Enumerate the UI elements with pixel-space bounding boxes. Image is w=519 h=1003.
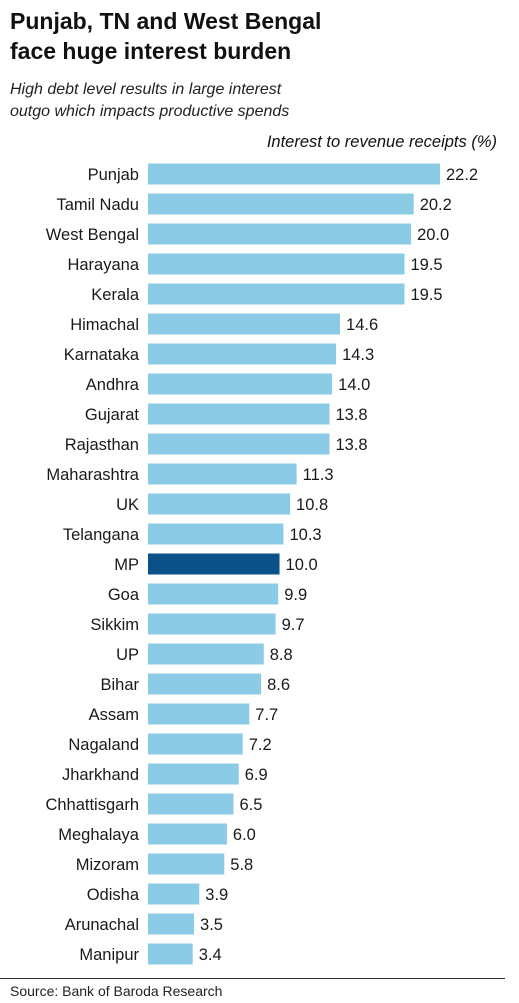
category-label-mp: MP [114, 556, 139, 574]
category-label-tamil-nadu: Tamil Nadu [56, 196, 139, 214]
value-label-sikkim: 9.7 [282, 616, 305, 634]
category-label-assam: Assam [89, 706, 139, 724]
bar-andhra [148, 373, 333, 395]
value-label-andhra: 14.0 [338, 376, 370, 394]
bar-manipur [148, 943, 193, 965]
value-label-chhattisgarh: 6.5 [239, 796, 262, 814]
chart-title: Punjab, TN and West Bengal face huge int… [10, 6, 510, 66]
value-label-west-bengal: 20.0 [417, 226, 449, 244]
bar-rajasthan [148, 433, 330, 455]
bar-bihar [148, 673, 262, 695]
value-label-rajasthan: 13.8 [336, 436, 368, 454]
bar-uk [148, 493, 291, 515]
category-label-kerala: Kerala [91, 286, 140, 304]
bar-chart: Punjab 22.2 Tamil Nadu 20.2 West Bengal 20.0 H… [45, 163, 478, 965]
category-label-himachal: Himachal [70, 316, 139, 334]
value-label-tamil-nadu: 20.2 [420, 196, 452, 214]
value-label-odisha: 3.9 [205, 886, 228, 904]
value-label-telangana: 10.3 [289, 526, 321, 544]
category-label-maharashtra: Maharashtra [46, 466, 139, 484]
value-label-jharkhand: 6.9 [245, 766, 268, 784]
value-label-kerala: 19.5 [410, 286, 442, 304]
source-note: Source: Bank of Baroda Research [10, 983, 223, 999]
category-label-meghalaya: Meghalaya [58, 826, 140, 844]
value-label-meghalaya: 6.0 [233, 826, 256, 844]
bar-mizoram [148, 853, 225, 875]
value-label-karnataka: 14.3 [342, 346, 374, 364]
bar-mp [148, 553, 280, 575]
bar-gujarat [148, 403, 330, 425]
category-label-punjab: Punjab [88, 166, 139, 184]
value-label-maharashtra: 11.3 [303, 466, 334, 484]
bar-maharashtra [148, 463, 297, 485]
value-label-harayana: 19.5 [410, 256, 442, 274]
bar-tamil-nadu [148, 193, 414, 215]
category-label-telangana: Telangana [63, 526, 140, 544]
category-label-nagaland: Nagaland [68, 736, 139, 754]
value-label-mp: 10.0 [286, 556, 318, 574]
category-label-mizoram: Mizoram [76, 856, 139, 874]
bar-telangana [148, 523, 284, 545]
bar-nagaland [148, 733, 243, 755]
bar-punjab [148, 163, 440, 185]
value-label-himachal: 14.6 [346, 316, 378, 334]
bar-chhattisgarh [148, 793, 234, 815]
value-label-assam: 7.7 [255, 706, 278, 724]
category-label-karnataka: Karnataka [64, 346, 140, 364]
value-label-punjab: 22.2 [446, 166, 478, 184]
bar-odisha [148, 883, 200, 905]
chart-title-line-1: Punjab, TN and West Bengal [10, 8, 322, 34]
value-label-mizoram: 5.8 [230, 856, 253, 874]
category-label-arunachal: Arunachal [65, 916, 139, 934]
bar-harayana [148, 253, 405, 275]
category-label-up: UP [116, 646, 139, 664]
category-label-rajasthan: Rajasthan [65, 436, 139, 454]
category-label-harayana: Harayana [67, 256, 139, 274]
bar-sikkim [148, 613, 276, 635]
bar-karnataka [148, 343, 337, 365]
bar-assam [148, 703, 250, 725]
chart-title-line-2: face huge interest burden [10, 38, 292, 64]
category-label-bihar: Bihar [100, 676, 139, 694]
chart-subtitle-line-1: High debt level results in large interes… [10, 81, 282, 98]
category-label-chhattisgarh: Chhattisgarh [45, 796, 139, 814]
category-label-uk: UK [116, 496, 139, 514]
category-label-west-bengal: West Bengal [46, 226, 139, 244]
category-label-jharkhand: Jharkhand [62, 766, 139, 784]
footer-divider [0, 978, 505, 979]
value-label-goa: 9.9 [284, 586, 307, 604]
chart-subtitle-line-2: outgo which impacts productive spends [10, 103, 290, 120]
bar-arunachal [148, 913, 195, 935]
bar-up [148, 643, 264, 665]
value-label-bihar: 8.6 [267, 676, 290, 694]
category-label-odisha: Odisha [87, 886, 140, 904]
axis-label: Interest to revenue receipts (%) [266, 133, 497, 151]
bar-west-bengal [148, 223, 412, 245]
category-label-andhra: Andhra [86, 376, 140, 394]
value-label-uk: 10.8 [296, 496, 328, 514]
category-label-gujarat: Gujarat [85, 406, 140, 424]
category-label-manipur: Manipur [79, 946, 139, 964]
bar-meghalaya [148, 823, 227, 845]
value-label-arunachal: 3.5 [200, 916, 223, 934]
bar-goa [148, 583, 279, 605]
value-label-nagaland: 7.2 [249, 736, 272, 754]
bar-jharkhand [148, 763, 239, 785]
value-label-up: 8.8 [270, 646, 293, 664]
value-label-manipur: 3.4 [199, 946, 222, 964]
category-label-goa: Goa [108, 586, 140, 604]
value-label-gujarat: 13.8 [336, 406, 368, 424]
bar-himachal [148, 313, 341, 335]
bar-kerala [148, 283, 405, 305]
category-label-sikkim: Sikkim [90, 616, 139, 634]
